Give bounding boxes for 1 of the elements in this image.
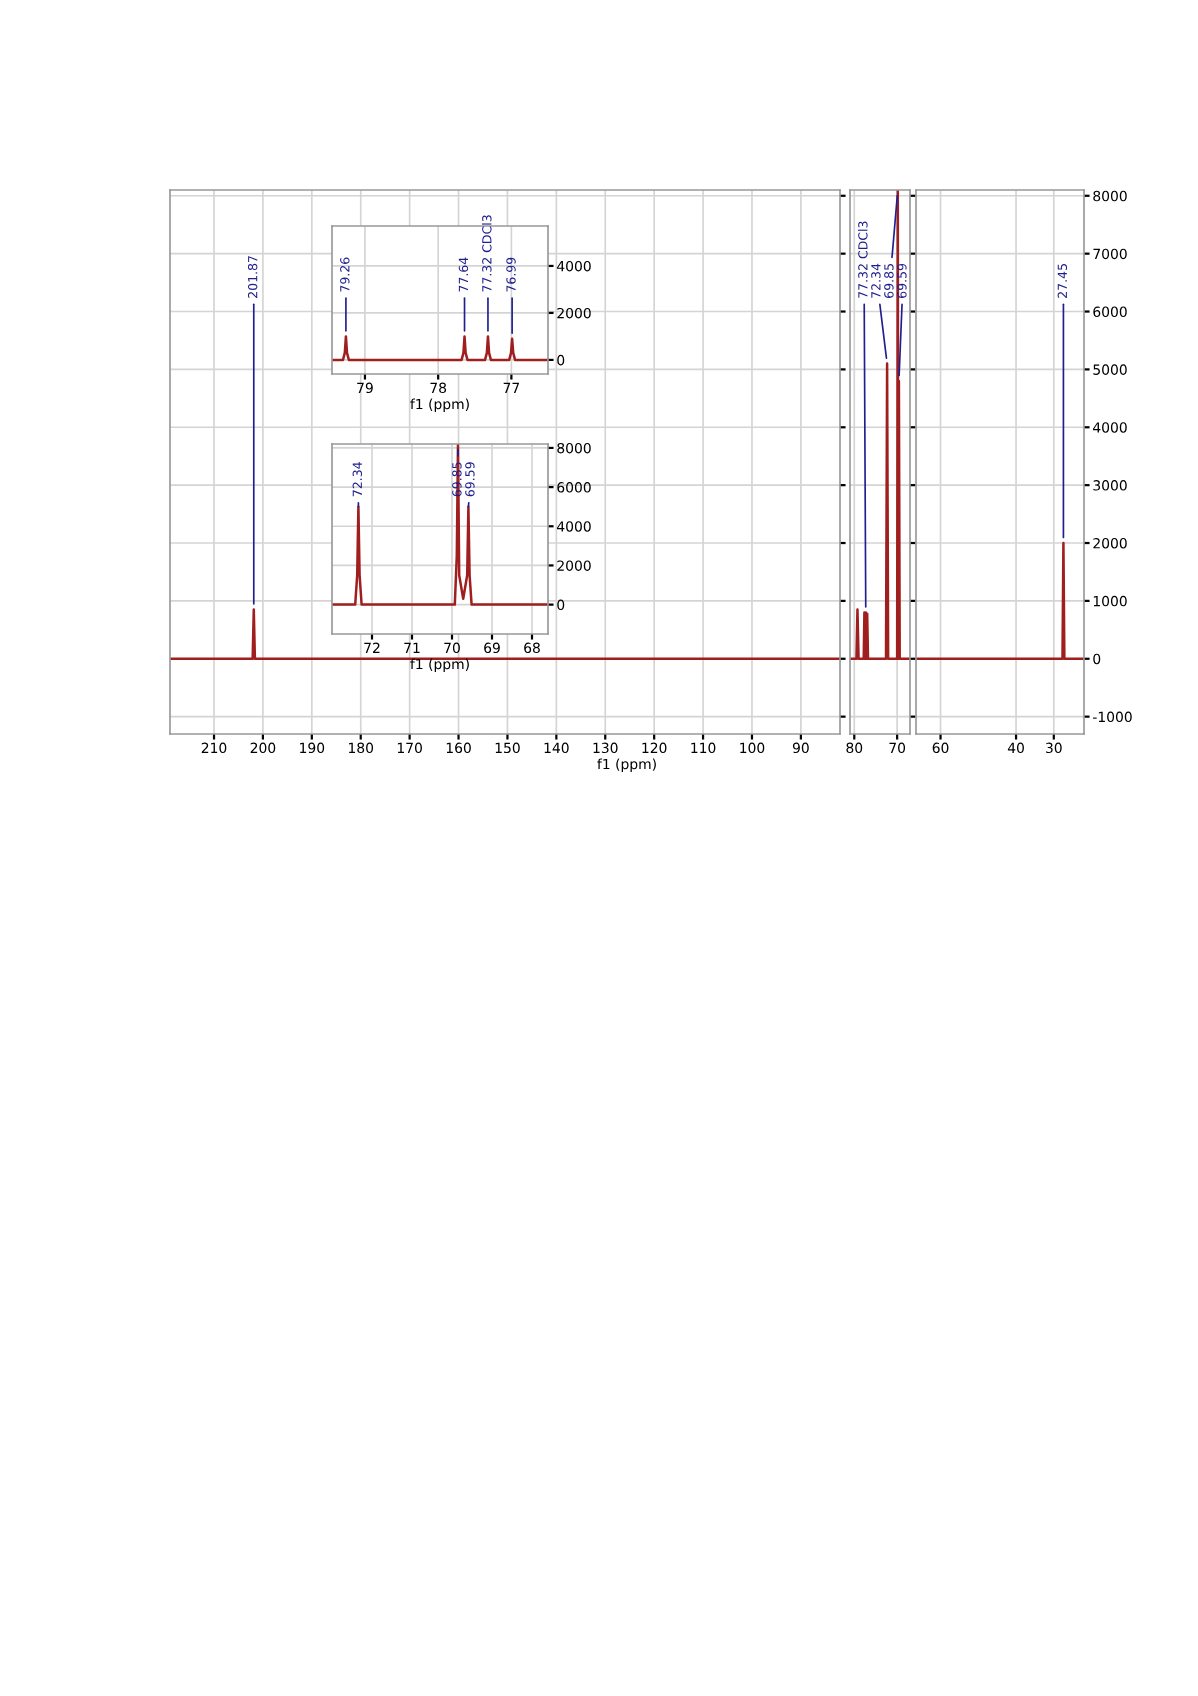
line-series [332, 335, 548, 362]
